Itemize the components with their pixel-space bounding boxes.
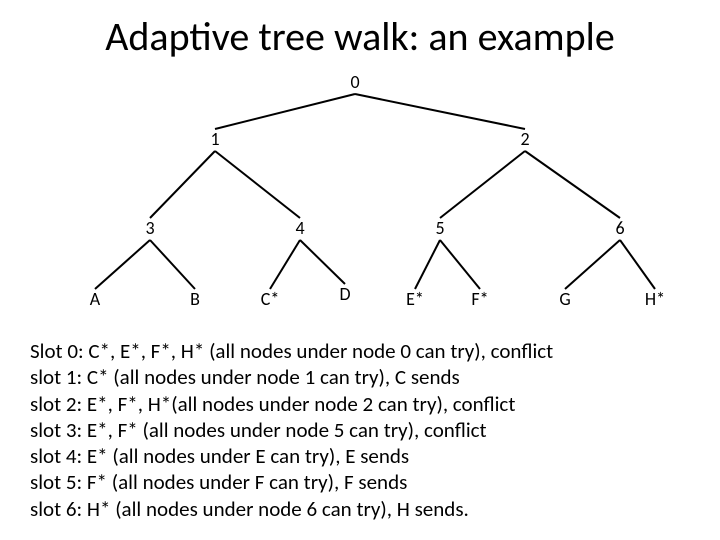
tree-edge	[300, 240, 345, 284]
tree-node-label: C*	[261, 288, 280, 310]
slot-line: slot 3: E*, F* (all nodes under node 5 c…	[30, 417, 553, 443]
tree-node-label: 3	[145, 217, 154, 239]
slot-line: slot 4: E* (all nodes under E can try), …	[30, 443, 553, 469]
tree-edge	[525, 151, 620, 218]
tree-node-label: 2	[520, 128, 529, 150]
slot-line: slot 1: C* (all nodes under node 1 can t…	[30, 364, 553, 390]
tree-node-label: 6	[615, 217, 624, 239]
tree-edge	[270, 240, 300, 289]
tree-edge	[415, 240, 440, 289]
slide: Adaptive tree walk: an example 0123456AB…	[0, 0, 720, 540]
tree-edge	[355, 94, 525, 129]
tree-edge	[150, 151, 215, 218]
tree-node-label: F*	[471, 288, 488, 310]
slot-line: slot 6: H* (all nodes under node 6 can t…	[30, 496, 553, 522]
tree-diagram: 0 1 2 3 4 5 6 A B C* D E* F* G H*	[0, 0, 720, 330]
tree-edge	[215, 151, 300, 218]
slot-line: Slot 0: C*, E*, F*, H* (all nodes under …	[30, 338, 553, 364]
tree-edge	[150, 240, 195, 289]
tree-node-label: 1	[210, 128, 219, 150]
tree-node-label: A	[90, 288, 101, 310]
slot-descriptions: Slot 0: C*, E*, F*, H* (all nodes under …	[30, 338, 553, 522]
tree-node-label: 5	[435, 217, 444, 239]
tree-node-label: 0	[350, 71, 359, 93]
tree-node-label: B	[190, 288, 200, 310]
slot-line: slot 5: F* (all nodes under F can try), …	[30, 469, 553, 495]
tree-edge	[565, 240, 620, 289]
tree-edge	[215, 94, 355, 129]
tree-node-label: E*	[406, 288, 424, 310]
tree-edge	[440, 240, 480, 289]
tree-node-label: 4	[295, 217, 304, 239]
slot-line: slot 2: E*, F*, H*(all nodes under node …	[30, 391, 553, 417]
tree-node-label: D	[339, 283, 350, 305]
tree-node-label: H*	[645, 288, 665, 310]
tree-edge	[95, 240, 150, 289]
tree-node-label: G	[559, 288, 570, 310]
tree-edge	[440, 151, 525, 218]
tree-edge	[620, 240, 655, 289]
